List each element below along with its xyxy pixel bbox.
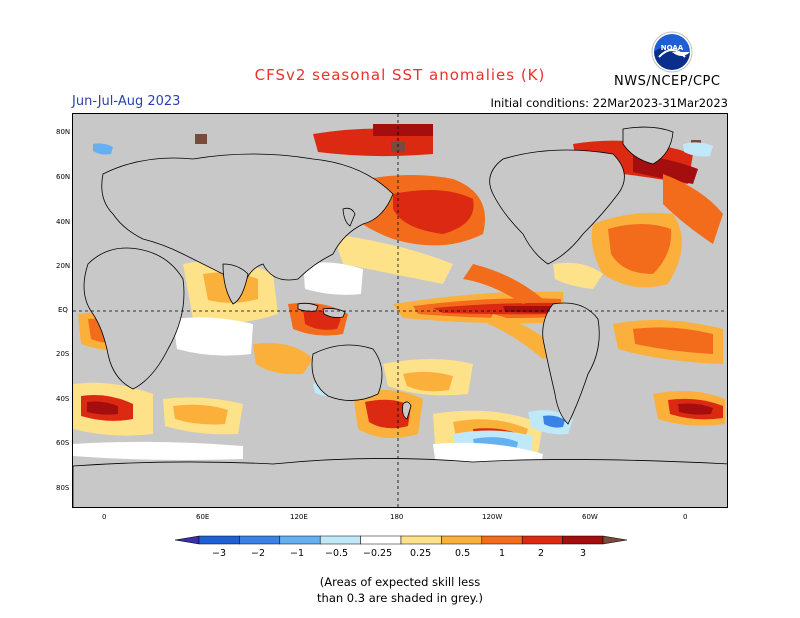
colorbar-label: 3 [580, 548, 587, 559]
initial-conditions-label: Initial conditions: 22Mar2023-31Mar2023 [490, 96, 728, 110]
colorbar-label: 2 [538, 548, 545, 559]
colorbar-segment [319, 535, 361, 545]
colorbar-segment [441, 535, 483, 545]
lat-label: 20S [56, 350, 70, 358]
skill-footnote: (Areas of expected skill less than 0.3 a… [0, 574, 800, 606]
lon-label: 180 [390, 513, 404, 521]
lat-label: 60N [56, 173, 71, 181]
svg-text:NOAA: NOAA [661, 44, 684, 52]
lon-label: 120W [482, 513, 503, 521]
sst-anomaly-map [72, 113, 728, 508]
lat-label: 80S [56, 484, 70, 492]
lat-label: 20N [56, 262, 71, 270]
colorbar-arrow-right [602, 535, 627, 545]
colorbar-segment [239, 535, 281, 545]
colorbar-segment [198, 535, 240, 545]
footnote-line2: than 0.3 are shaded in grey.) [317, 591, 483, 605]
colorbar-label: 1 [499, 548, 506, 559]
colorbar-segment [562, 535, 604, 545]
colorbar-arrow-left [175, 535, 200, 545]
lat-label: 40S [56, 395, 70, 403]
colorbar-label: −0.25 [363, 548, 393, 559]
colorbar-segment [279, 535, 321, 545]
anomaly-patches [73, 124, 725, 456]
colorbar-label: 0.5 [455, 548, 471, 559]
land-masses [73, 126, 727, 507]
lon-label: 0 [102, 513, 107, 521]
colorbar-segment [400, 535, 442, 545]
colorbar-label: −2 [251, 548, 266, 559]
colorbar-segment [481, 535, 523, 545]
map-canvas [73, 114, 727, 507]
colorbar-label: −3 [212, 548, 227, 559]
lat-label: EQ [58, 306, 68, 314]
lat-label: 40N [56, 218, 71, 226]
agency-label: NWS/NCEP/CPC [614, 74, 721, 89]
colorbar [175, 535, 627, 545]
near-zero-patches [73, 262, 543, 465]
colorbar-label: −0.5 [325, 548, 349, 559]
colorbar-label: 0.25 [410, 548, 432, 559]
lat-label: 80N [56, 128, 71, 136]
lon-label: 60W [582, 513, 598, 521]
map-title: CFSv2 seasonal SST anomalies (K) [254, 66, 546, 84]
season-label: Jun-Jul-Aug 2023 [72, 94, 181, 109]
lon-label: 60E [196, 513, 210, 521]
colorbar-segment [521, 535, 563, 545]
lat-label: 60S [56, 439, 70, 447]
colorbar-segment [360, 535, 402, 545]
noaa-logo: NOAA [651, 31, 693, 73]
lon-label: 0 [683, 513, 688, 521]
colorbar-label: −1 [290, 548, 305, 559]
lon-label: 120E [290, 513, 308, 521]
footnote-line1: (Areas of expected skill less [319, 575, 481, 589]
